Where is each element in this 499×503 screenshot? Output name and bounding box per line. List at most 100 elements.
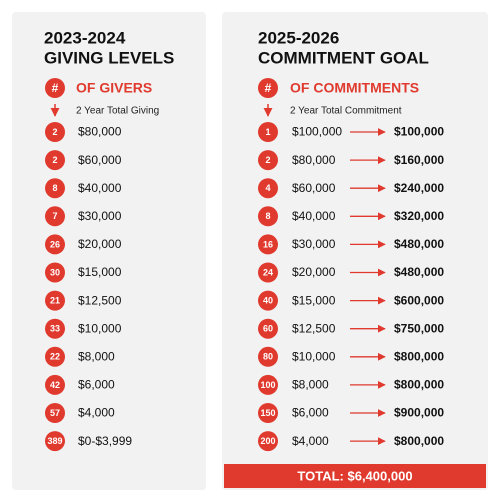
- count-badge: [258, 150, 278, 171]
- count: 150: [260, 408, 275, 418]
- row-total: $800,000: [394, 434, 444, 448]
- count-badge: [258, 206, 278, 227]
- count: 100: [260, 380, 275, 390]
- amount: $4,000: [292, 434, 329, 448]
- amount: $80,000: [292, 153, 336, 167]
- count: 42: [50, 380, 60, 390]
- count: 16: [263, 239, 273, 249]
- amount: $10,000: [78, 321, 122, 335]
- amount: $0-$3,999: [78, 434, 132, 448]
- amount: $8,000: [78, 349, 115, 363]
- count: 389: [47, 436, 62, 446]
- amount: $60,000: [292, 181, 336, 195]
- amount: $60,000: [78, 153, 122, 167]
- left-title: 2023-2024: [44, 28, 126, 47]
- amount: $6,000: [78, 378, 115, 392]
- count-badge: [258, 318, 278, 339]
- row-total: $480,000: [394, 237, 444, 251]
- count-badge: [45, 150, 65, 171]
- count-badge: [45, 290, 65, 311]
- row-total: $800,000: [394, 349, 444, 363]
- count: 8: [52, 183, 57, 193]
- right-title: 2025-2026: [258, 28, 339, 47]
- count-badge: [45, 178, 65, 199]
- count-badge: [45, 403, 65, 423]
- amount: $12,500: [78, 293, 122, 307]
- count-badge: [45, 206, 65, 227]
- total-bar: [224, 464, 486, 488]
- hash-badge: [45, 78, 65, 98]
- count-badge: [258, 374, 278, 395]
- amount: $15,000: [78, 265, 122, 279]
- amount: $80,000: [78, 125, 122, 139]
- count-badge: [258, 346, 278, 367]
- count-badge: [45, 122, 65, 142]
- right-subheader: 2 Year Total Commitment: [290, 106, 402, 117]
- total: TOTAL: $6,400,000: [297, 468, 412, 483]
- count: 200: [260, 436, 275, 446]
- row-total: $800,000: [394, 378, 444, 392]
- count-badge: [45, 346, 65, 367]
- row-total: $750,000: [394, 321, 444, 335]
- count: 40: [263, 295, 273, 305]
- amount: $40,000: [78, 181, 122, 195]
- amount: $12,500: [292, 321, 336, 335]
- count: 60: [263, 324, 273, 334]
- amount: $15,000: [292, 293, 336, 307]
- count: 57: [50, 408, 60, 418]
- count-badge: [258, 403, 278, 423]
- row-total: $600,000: [394, 293, 444, 307]
- amount: $30,000: [78, 209, 122, 223]
- hash-symbol: #: [52, 81, 59, 95]
- row-total: $160,000: [394, 153, 444, 167]
- hash-symbol: #: [265, 81, 272, 95]
- count-badge: [258, 178, 278, 199]
- amount: $20,000: [292, 265, 336, 279]
- count-badge: [45, 374, 65, 395]
- count-badge: [258, 234, 278, 255]
- count: 2: [52, 127, 57, 137]
- right-header: OF COMMITMENTS: [290, 80, 419, 96]
- count-badge: [45, 234, 65, 255]
- count-badge: [45, 318, 65, 339]
- count: 1: [265, 127, 270, 137]
- left-subheader: 2 Year Total Giving: [76, 106, 159, 117]
- row-total: $480,000: [394, 265, 444, 279]
- count: 26: [50, 239, 60, 249]
- count-badge: [45, 262, 65, 283]
- amount: $40,000: [292, 209, 336, 223]
- hash-badge: [258, 78, 278, 98]
- left-header: OF GIVERS: [76, 80, 152, 96]
- count: 22: [50, 352, 60, 362]
- right-panel: [222, 12, 488, 490]
- count: 33: [50, 324, 60, 334]
- count: 8: [265, 211, 270, 221]
- amount: $6,000: [292, 406, 329, 420]
- count: 2: [265, 155, 270, 165]
- count-badge: [45, 431, 65, 452]
- right-title: COMMITMENT GOAL: [258, 48, 429, 67]
- amount: $4,000: [78, 406, 115, 420]
- count: 2: [52, 155, 57, 165]
- amount: $10,000: [292, 349, 336, 363]
- amount: $100,000: [292, 125, 342, 139]
- row-total: $240,000: [394, 181, 444, 195]
- count: 4: [265, 183, 270, 193]
- row-total: $900,000: [394, 406, 444, 420]
- row-total: $100,000: [394, 125, 444, 139]
- count-badge: [258, 122, 278, 142]
- amount: $20,000: [78, 237, 122, 251]
- count: 7: [52, 211, 57, 221]
- count-badge: [258, 262, 278, 283]
- count: 30: [50, 267, 60, 277]
- count: 21: [50, 295, 60, 305]
- count: 24: [263, 267, 273, 277]
- amount: $30,000: [292, 237, 336, 251]
- left-title: GIVING LEVELS: [44, 48, 174, 67]
- row-total: $320,000: [394, 209, 444, 223]
- count-badge: [258, 290, 278, 311]
- count-badge: [258, 431, 278, 452]
- amount: $8,000: [292, 378, 329, 392]
- count: 80: [263, 352, 273, 362]
